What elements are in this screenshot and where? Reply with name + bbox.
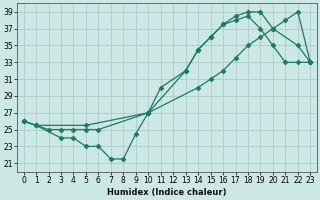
- X-axis label: Humidex (Indice chaleur): Humidex (Indice chaleur): [107, 188, 227, 197]
